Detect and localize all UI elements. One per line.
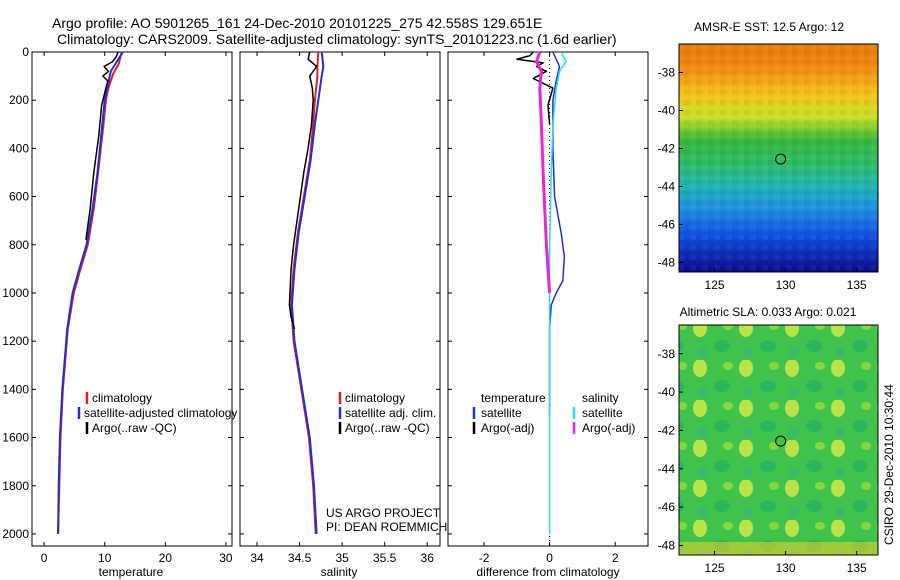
sla-map-title: Altimetric SLA: 0.033 Argo: 0.021 bbox=[680, 305, 857, 319]
sla-map-lat-tick-label: -42 bbox=[658, 423, 676, 437]
temperature-series-satellite bbox=[57, 51, 124, 535]
sla-map-south-band bbox=[679, 542, 878, 555]
depth-tick-label: 800 bbox=[9, 238, 29, 252]
depth-tick-label: 400 bbox=[9, 141, 29, 155]
sst-map-lat-tick-label: -44 bbox=[658, 180, 676, 194]
salinity-series-satellite bbox=[290, 51, 325, 535]
sst-map-lon-tick-label: 130 bbox=[776, 278, 796, 292]
project-line-2: PI: DEAN ROEMMICH bbox=[326, 520, 447, 534]
sla-map-argo-position-marker bbox=[775, 435, 787, 447]
header-line-2: Climatology: CARS2009. Satellite-adjuste… bbox=[57, 31, 617, 47]
sla-map-marker-layer bbox=[775, 435, 787, 447]
temperature-legend-satellite: satellite-adjusted climatology bbox=[84, 406, 237, 420]
sst-map-lat-tick-label: -40 bbox=[658, 104, 676, 118]
sst-map-lon-tick-label: 135 bbox=[847, 278, 867, 292]
difference-legend: temperature satellite Argo(-adj) salinit… bbox=[472, 391, 635, 435]
temperature-panel: 0 10 20 30 0 200 400 600 800 1000 1200 1400 1600 1800… bbox=[2, 45, 237, 579]
salinity-lines bbox=[288, 51, 325, 535]
salinity-ticks: 34 34.5 35 35.5 36 bbox=[240, 51, 440, 565]
header-line-1: Argo profile: AO 5901265_161 24-Dec-2010… bbox=[52, 15, 542, 31]
sla-map-lon-tick-label: 125 bbox=[705, 561, 725, 575]
difference-xtick-label: -2 bbox=[479, 551, 490, 565]
difference-legend-sal-argo: Argo(-adj) bbox=[582, 421, 635, 435]
difference-xlabel: difference from climatology bbox=[476, 565, 619, 579]
depth-tick-label: 1600 bbox=[2, 431, 29, 445]
sst-map-lat-tick-label: -48 bbox=[658, 256, 676, 270]
sla-map-lat-tick-label: -40 bbox=[658, 385, 676, 399]
salinity-panel: 34 34.5 35 35.5 36 salinity climatology sate… bbox=[239, 51, 447, 579]
temperature-xtick-label: 0 bbox=[41, 551, 48, 565]
salinity-legend-satellite: satellite adj. clim. bbox=[345, 406, 436, 420]
salinity-xtick-label: 34 bbox=[250, 551, 264, 565]
sst-map-frame bbox=[678, 43, 879, 273]
difference-lines bbox=[516, 51, 567, 546]
difference-legend-temperature-header: temperature bbox=[481, 391, 546, 405]
depth-tick-label: 2000 bbox=[2, 527, 29, 541]
sla-map-lat-tick-label: -46 bbox=[658, 500, 676, 514]
temperature-ticks: 0 10 20 30 0 200 400 600 800 1000 1200 1400 1600 1800… bbox=[2, 45, 233, 565]
salinity-xtick-label: 35 bbox=[335, 551, 349, 565]
difference-legend-temp-satellite: satellite bbox=[481, 406, 522, 420]
sla-map-lat-tick-label: -44 bbox=[658, 462, 676, 476]
sla-map-frame bbox=[678, 324, 879, 556]
sst-map-texture bbox=[679, 44, 878, 272]
salinity-axes-frame bbox=[239, 51, 441, 547]
sla-map-lat-tick-label: -38 bbox=[658, 347, 676, 361]
difference-legend-temp-argo: Argo(-adj) bbox=[481, 421, 534, 435]
depth-tick-label: 1800 bbox=[2, 479, 29, 493]
sst-map-panel: AMSR-E SST: 12.5 Argo: 12 125 130 135 -38 -4… bbox=[658, 20, 879, 293]
temperature-xtick-label: 30 bbox=[219, 551, 233, 565]
temperature-legend-climatology: climatology bbox=[92, 391, 152, 405]
salinity-xtick-label: 36 bbox=[421, 551, 435, 565]
sst-map-lat-tick-label: -42 bbox=[658, 142, 676, 156]
sst-map-argo-position-marker bbox=[775, 153, 787, 165]
salinity-xtick-label: 34.5 bbox=[288, 551, 312, 565]
difference-legend-sal-satellite: satellite bbox=[582, 406, 623, 420]
depth-tick-label: 1200 bbox=[2, 334, 29, 348]
difference-xtick-label: 0 bbox=[546, 551, 553, 565]
depth-tick-label: 200 bbox=[9, 93, 29, 107]
temperature-legend-argo: Argo(..raw -QC) bbox=[92, 421, 177, 435]
depth-tick-label: 600 bbox=[9, 190, 29, 204]
sla-map-ticks: 125 130 135 -38 -40 -42 -44 -46 -48 bbox=[658, 347, 867, 575]
sla-map-lat-tick-label: -48 bbox=[658, 538, 676, 552]
temperature-series-argo bbox=[85, 51, 119, 241]
sst-map-lat-tick-label: -38 bbox=[658, 66, 676, 80]
salinity-legend-climatology: climatology bbox=[345, 391, 405, 405]
temperature-xlabel: temperature bbox=[99, 565, 164, 579]
difference-ticks: -2 0 2 bbox=[448, 51, 648, 565]
depth-tick-label: 0 bbox=[22, 45, 29, 59]
sst-map-ticks: 125 130 135 -38 -40 -42 -44 -46 -48 bbox=[658, 66, 867, 293]
salinity-series-argo bbox=[288, 51, 318, 330]
difference-series-salinity-satellite bbox=[548, 51, 567, 534]
sla-map-texture bbox=[679, 325, 878, 555]
credit-stamp: CSIRO 29-Dec-2010 10:30:44 bbox=[882, 384, 896, 545]
salinity-legend-argo: Argo(..raw -QC) bbox=[345, 421, 430, 435]
sst-map-lat-tick-label: -46 bbox=[658, 218, 676, 232]
difference-series-salinity-argo bbox=[535, 51, 552, 294]
salinity-xlabel: salinity bbox=[321, 565, 358, 579]
sla-map-lon-tick-label: 135 bbox=[847, 561, 867, 575]
sst-map-lon-tick-label: 125 bbox=[705, 278, 725, 292]
sst-map-title: AMSR-E SST: 12.5 Argo: 12 bbox=[694, 20, 844, 34]
salinity-xtick-label: 35.5 bbox=[373, 551, 397, 565]
sst-map-marker-layer bbox=[775, 153, 787, 165]
temperature-axes-frame bbox=[31, 51, 233, 547]
depth-tick-label: 1000 bbox=[2, 286, 29, 300]
project-line-1: US ARGO PROJECT bbox=[326, 506, 441, 520]
temperature-xtick-label: 10 bbox=[98, 551, 112, 565]
difference-legend-salinity-header: salinity bbox=[582, 391, 619, 405]
temperature-lines bbox=[57, 51, 124, 535]
sla-map-panel: Altimetric SLA: 0.033 Argo: 0.021 125 130… bbox=[658, 305, 879, 575]
difference-axes-frame bbox=[447, 51, 649, 547]
sla-map-lon-tick-label: 130 bbox=[776, 561, 796, 575]
temperature-xtick-label: 20 bbox=[159, 551, 173, 565]
depth-tick-label: 1400 bbox=[2, 382, 29, 396]
difference-panel: -2 0 2 difference from climatology tempera… bbox=[447, 51, 649, 579]
temperature-legend: climatology satellite-adjusted climatolo… bbox=[77, 391, 237, 435]
difference-xtick-label: 2 bbox=[612, 551, 619, 565]
salinity-legend: climatology satellite adj. clim. Argo(..… bbox=[338, 391, 436, 435]
